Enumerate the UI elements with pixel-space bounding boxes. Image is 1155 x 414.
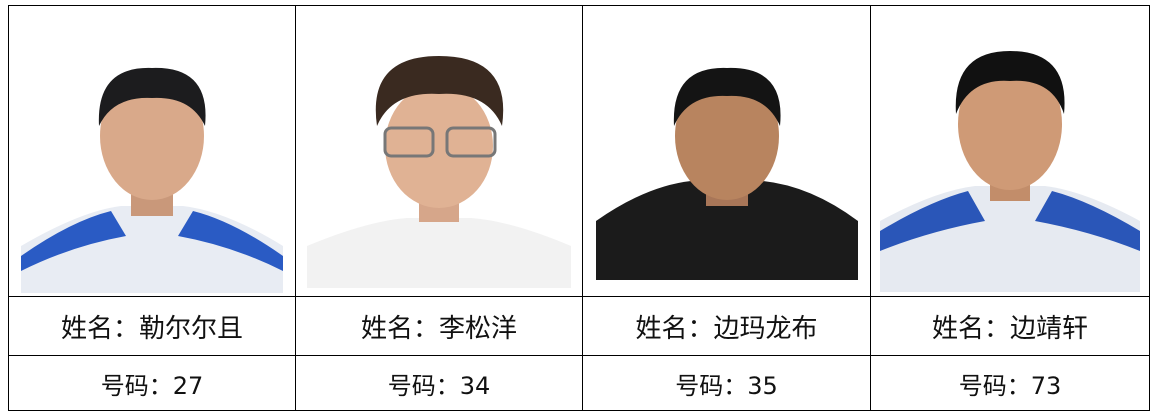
photo-cell — [582, 5, 871, 297]
name-cell: 姓名：李松洋 — [295, 296, 583, 356]
number-cell: 号码：27 — [8, 355, 296, 411]
photo — [880, 51, 1140, 292]
photo — [21, 61, 283, 293]
number-row: 号码：27 号码：34 号码：35 号码：73 — [8, 355, 1150, 411]
photo-cell — [295, 5, 583, 297]
number-cell: 号码：73 — [870, 355, 1150, 411]
name-row: 姓名：勒尔尔且 姓名：李松洋 姓名：边玛龙布 姓名：边靖轩 — [8, 296, 1150, 356]
photo — [595, 66, 858, 280]
roster-table: 姓名：勒尔尔且 姓名：李松洋 姓名：边玛龙布 姓名：边靖轩 号码：27 号码：3… — [8, 5, 1150, 411]
name-cell: 姓名：勒尔尔且 — [8, 296, 296, 356]
number-cell: 号码：35 — [582, 355, 871, 411]
number-cell: 号码：34 — [295, 355, 583, 411]
photo-cell — [8, 5, 296, 297]
photo-row — [8, 5, 1150, 297]
name-cell: 姓名：边玛龙布 — [582, 296, 871, 356]
name-cell: 姓名：边靖轩 — [870, 296, 1150, 356]
photo — [307, 56, 571, 288]
photo-cell — [870, 5, 1150, 297]
